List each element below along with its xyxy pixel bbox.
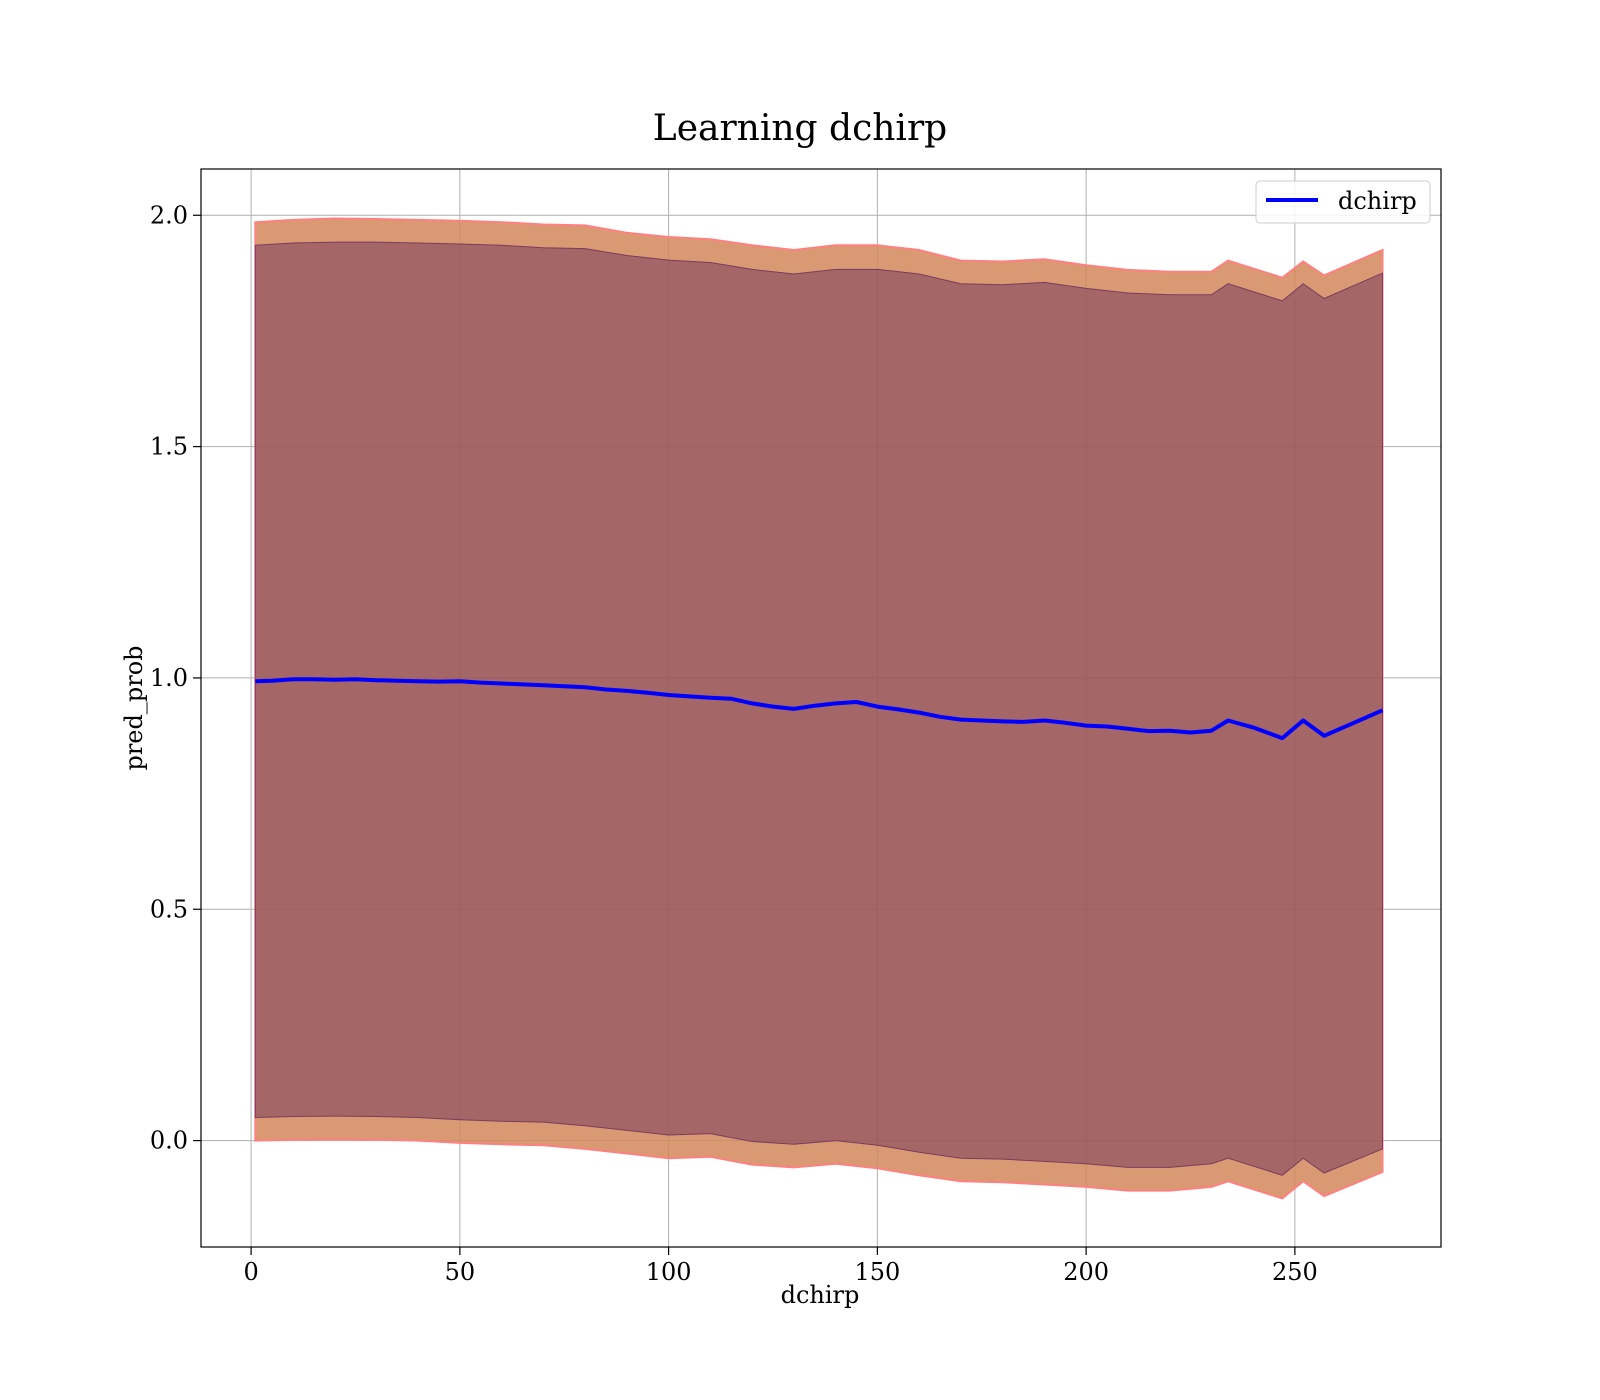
- y-tick-label: 1.5: [150, 433, 188, 461]
- band-area-1: [254, 241, 1383, 1176]
- x-tick-label: 150: [854, 1258, 900, 1286]
- y-axis-ticks: 0.0 0.5 1.0 1.5 2.0: [150, 201, 201, 1155]
- y-tick-label: 2.0: [150, 201, 188, 229]
- legend-box: [1255, 180, 1431, 224]
- x-tick-label: 200: [1063, 1258, 1109, 1286]
- series-lines: [255, 677, 1384, 741]
- y-tick-label: 1.0: [150, 664, 188, 692]
- plot-frame: [200, 168, 1442, 1248]
- series-line-0: [255, 677, 1384, 741]
- y-tick-label: 0.5: [150, 895, 188, 923]
- legend: dchirp: [1255, 180, 1431, 224]
- x-axis-label: dchirp: [781, 1281, 860, 1309]
- x-tick-label: 0: [243, 1258, 258, 1286]
- x-tick-label: 250: [1272, 1258, 1318, 1286]
- legend-label: dchirp: [1338, 187, 1417, 215]
- y-tick-label: 0.0: [150, 1127, 188, 1155]
- y-axis-label: pred_prob: [120, 645, 148, 770]
- chart-title: Learning dchirp: [653, 108, 947, 149]
- x-tick-label: 50: [445, 1258, 476, 1286]
- x-axis-ticks: 0 50 100 150 200 250: [243, 1247, 1318, 1286]
- x-tick-label: 100: [646, 1258, 692, 1286]
- confidence-bands: [254, 217, 1384, 1200]
